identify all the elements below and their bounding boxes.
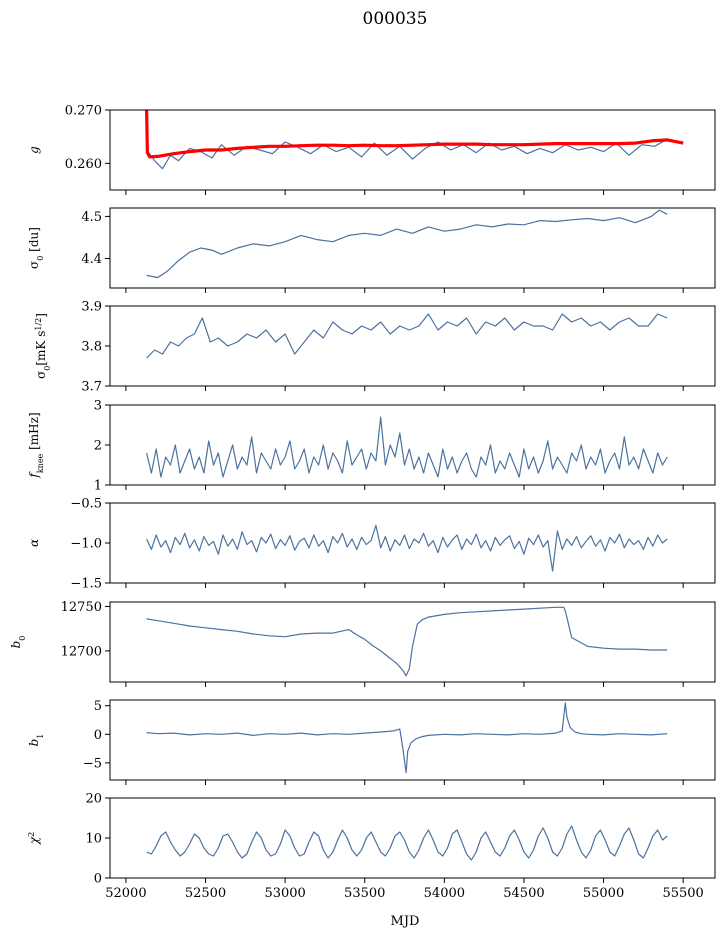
x-tick-label-2: 53000 xyxy=(264,886,305,901)
y-tick-label-3-2: 3 xyxy=(94,399,102,414)
y-tick-label-3-1: 2 xyxy=(94,439,102,454)
y-axis-label-3: fknee [mHz] xyxy=(27,412,45,478)
y-axis-label-1: σ0 [du] xyxy=(27,227,45,269)
y-tick-label-0-1: 0.270 xyxy=(65,104,102,119)
x-tick-label-5: 54500 xyxy=(503,886,544,901)
y-axis-label-2: σ0[mK s1/2] xyxy=(34,313,52,379)
y-tick-label-4-2: −0.5 xyxy=(70,497,102,512)
x-tick-label-6: 55000 xyxy=(583,886,624,901)
y-tick-label-4-0: −1.5 xyxy=(70,577,102,592)
panel-6: −5 0 5 b1 xyxy=(27,699,716,785)
panels: 0.260 0.270 g 4.4 4.5 σ0 [du] 3.7 3.8 3.9 σ0[mK s… xyxy=(9,104,716,901)
series-line-3-0 xyxy=(146,416,668,478)
x-tick-label-0: 52000 xyxy=(105,886,146,901)
panel-7: 0 10 20 52000 52500 53000 53500 54000 54500 55000… xyxy=(27,792,716,901)
series-line-2-0 xyxy=(146,313,668,359)
series-line-6-0 xyxy=(146,702,668,774)
y-tick-label-7-1: 10 xyxy=(85,832,102,847)
x-tick-label-3: 53500 xyxy=(344,886,385,901)
y-tick-label-1-1: 4.5 xyxy=(81,210,102,225)
panel-2: 3.7 3.8 3.9 σ0[mK s1/2] xyxy=(34,300,716,395)
y-tick-label-7-2: 20 xyxy=(85,792,102,807)
panel-1: 4.4 4.5 σ0 [du] xyxy=(27,207,716,293)
y-tick-label-2-2: 3.9 xyxy=(81,300,102,315)
y-tick-label-6-0: −5 xyxy=(83,756,102,771)
y-axis-label-4: α xyxy=(27,539,41,547)
y-tick-label-6-2: 5 xyxy=(94,699,102,714)
y-tick-label-0-0: 0.260 xyxy=(65,157,102,172)
axes-frame-2 xyxy=(109,305,716,387)
x-axis-label: MJD xyxy=(391,914,420,929)
axes-frame-3 xyxy=(109,404,716,486)
panel-4: −1.5 −1.0 −0.5 α xyxy=(27,497,716,592)
series-line-7-0 xyxy=(146,825,668,861)
y-axis-label-0: g xyxy=(27,146,41,154)
y-tick-label-1-0: 4.4 xyxy=(81,252,102,267)
y-axis-label-7: χ2 xyxy=(27,832,42,845)
series-line-0-0 xyxy=(146,138,668,170)
y-tick-label-3-0: 1 xyxy=(94,479,102,494)
series-line-4-0 xyxy=(146,524,668,572)
y-axis-label-6: b1 xyxy=(27,734,45,747)
axes-frame-5 xyxy=(109,601,716,683)
y-tick-label-4-1: −1.0 xyxy=(70,537,102,552)
y-tick-label-2-0: 3.7 xyxy=(81,380,102,395)
y-tick-label-2-1: 3.8 xyxy=(81,340,102,355)
axes-frame-0 xyxy=(109,109,716,191)
panel-3: 1 2 3 fknee [mHz] xyxy=(27,399,716,494)
panel-0: 0.260 0.270 g xyxy=(27,104,716,195)
y-tick-label-6-1: 0 xyxy=(94,728,102,743)
y-axis-label-5: b0 xyxy=(9,636,27,649)
series-line-0-1 xyxy=(145,110,684,159)
y-tick-label-5-0: 12700 xyxy=(61,644,102,659)
y-tick-label-5-1: 12750 xyxy=(61,600,102,615)
series-line-5-0 xyxy=(146,606,668,677)
y-tick-label-7-0: 0 xyxy=(94,872,102,887)
axes-frame-7 xyxy=(109,797,716,879)
x-tick-label-1: 52500 xyxy=(185,886,226,901)
axes-frame-1 xyxy=(109,207,716,289)
figure-title: 000035 xyxy=(363,9,428,29)
x-tick-label-4: 54000 xyxy=(424,886,465,901)
panel-5: 12700 12750 b0 xyxy=(9,600,716,687)
x-tick-label-7: 55500 xyxy=(662,886,703,901)
axes-frame-6 xyxy=(109,699,716,781)
series-line-1-0 xyxy=(146,209,668,279)
